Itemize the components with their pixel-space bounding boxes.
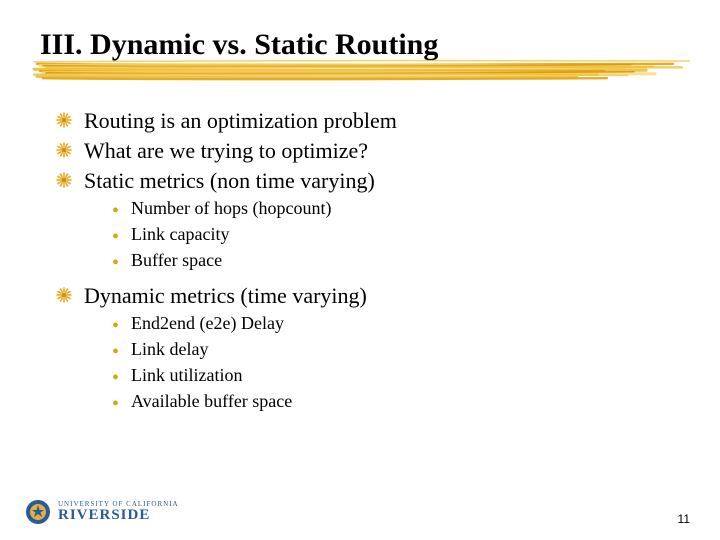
sunburst-icon [56, 287, 72, 308]
sub-list-item-text: Link utilization [131, 365, 242, 386]
list-item: What are we trying to optimize? [56, 138, 680, 164]
logo-big-text: RIVERSIDE [58, 508, 179, 523]
page-number: 11 [678, 512, 690, 526]
sub-list-item-text: Buffer space [131, 250, 222, 271]
sunburst-icon [56, 142, 72, 163]
list-item-text: What are we trying to optimize? [84, 138, 368, 164]
list-item-text: Static metrics (non time varying) [84, 168, 375, 194]
brush-underline-icon [30, 56, 690, 90]
sunburst-icon [56, 172, 72, 193]
list-item: Dynamic metrics (time varying) [56, 283, 680, 309]
bullet-dot-icon: • [112, 393, 119, 416]
sunburst-icon [56, 112, 72, 133]
bullet-dot-icon: • [112, 315, 119, 338]
sub-list: • Number of hops (hopcount) • Link capacity… [112, 198, 680, 275]
sub-list-item-text: Available buffer space [131, 391, 292, 412]
list-item: Static metrics (non time varying) [56, 168, 680, 194]
logo: UNIVERSITY OF CALIFORNIA RIVERSIDE [24, 498, 179, 526]
sub-list-item: • Link utilization [112, 365, 680, 390]
bullet-dot-icon: • [112, 200, 119, 223]
sub-list: • End2end (e2e) Delay • Link delay • Link uti… [112, 313, 680, 416]
sub-list-item-text: Link capacity [131, 224, 229, 245]
bullet-dot-icon: • [112, 252, 119, 275]
sub-list-item: • Available buffer space [112, 391, 680, 416]
list-item: Routing is an optimization problem [56, 108, 680, 134]
bullet-list: Routing is an optimization problem What a… [56, 108, 680, 416]
sub-list-item: • Link capacity [112, 224, 680, 249]
bullet-dot-icon: • [112, 226, 119, 249]
bullet-dot-icon: • [112, 367, 119, 390]
title-area: III. Dynamic vs. Static Routing [0, 0, 720, 62]
content-area: Routing is an optimization problem What a… [0, 100, 720, 416]
list-item-text: Dynamic metrics (time varying) [84, 283, 367, 309]
sub-list-item-text: Number of hops (hopcount) [131, 198, 331, 219]
sub-list-item-text: End2end (e2e) Delay [131, 313, 284, 334]
sub-list-item: • End2end (e2e) Delay [112, 313, 680, 338]
sub-list-item-text: Link delay [131, 339, 208, 360]
sub-list-item: • Number of hops (hopcount) [112, 198, 680, 223]
title-underline [40, 66, 680, 94]
seal-icon [24, 498, 52, 526]
sub-list-item: • Link delay [112, 339, 680, 364]
logo-text: UNIVERSITY OF CALIFORNIA RIVERSIDE [58, 501, 179, 523]
sub-list-item: • Buffer space [112, 250, 680, 275]
footer: UNIVERSITY OF CALIFORNIA RIVERSIDE 11 [0, 498, 720, 526]
bullet-dot-icon: • [112, 341, 119, 364]
slide: III. Dynamic vs. Static Routing Routing … [0, 0, 720, 540]
list-item-text: Routing is an optimization problem [84, 108, 397, 134]
